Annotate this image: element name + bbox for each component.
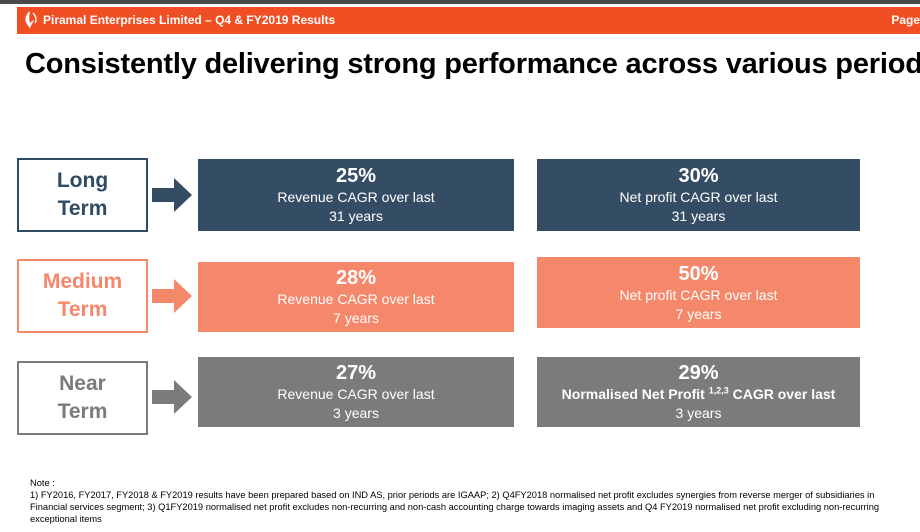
near-term-profit-desc-suffix: CAGR over last xyxy=(732,386,836,402)
long-term-revenue-box: 25% Revenue CAGR over last 31 years xyxy=(198,159,514,231)
top-border-line xyxy=(0,0,920,4)
near-term-revenue-desc: Revenue CAGR over last xyxy=(277,386,435,402)
label-medium-term-line2: Term xyxy=(57,298,108,321)
near-term-profit-period: 3 years xyxy=(675,405,722,421)
footnote-text: 1) FY2016, FY2017, FY2018 & FY2019 resul… xyxy=(30,490,880,524)
medium-term-revenue-desc: Revenue CAGR over last xyxy=(277,291,435,307)
piramal-logo-icon xyxy=(25,11,37,29)
label-long-term-line1: Long xyxy=(56,169,109,192)
near-term-profit-desc: Normalised Net Profit 1,2,3 CAGR over la… xyxy=(562,385,836,404)
label-medium-term: Medium Term xyxy=(17,259,148,333)
near-term-revenue-value: 27% xyxy=(335,362,377,384)
medium-term-revenue-value: 28% xyxy=(335,267,377,289)
medium-term-profit-box: 50% Net profit CAGR over last 7 years xyxy=(537,257,860,328)
footnote-reference: 1,2,3 xyxy=(708,385,729,396)
header-page-label: Page xyxy=(891,13,920,27)
near-term-revenue-box: 27% Revenue CAGR over last 3 years xyxy=(198,357,514,427)
arrow-right-icon xyxy=(152,380,192,414)
near-term-profit-value: 29% xyxy=(678,362,719,384)
footnote-heading: Note : xyxy=(30,478,55,488)
header-title: Piramal Enterprises Limited – Q4 & FY201… xyxy=(43,13,336,27)
long-term-profit-box: 30% Net profit CAGR over last 31 years xyxy=(537,159,860,231)
long-term-profit-desc: Net profit CAGR over last xyxy=(619,189,778,205)
long-term-profit-value: 30% xyxy=(678,165,719,187)
near-term-revenue-period: 3 years xyxy=(333,405,379,421)
footnote: Note : 1) FY2016, FY2017, FY2018 & FY201… xyxy=(30,477,910,525)
near-term-profit-box: 29% Normalised Net Profit 1,2,3 CAGR ove… xyxy=(537,357,860,427)
medium-term-profit-desc: Net profit CAGR over last xyxy=(619,286,778,303)
header-bar: Piramal Enterprises Limited – Q4 & FY201… xyxy=(17,7,920,34)
near-term-profit-desc-prefix: Normalised Net Profit xyxy=(561,386,705,402)
label-long-term-line2: Term xyxy=(57,197,108,220)
medium-term-revenue-box: 28% Revenue CAGR over last 7 years xyxy=(198,262,514,332)
label-near-term-line2: Term xyxy=(57,400,108,423)
long-term-revenue-period: 31 years xyxy=(329,208,383,224)
medium-term-profit-period: 7 years xyxy=(675,305,722,322)
page-title: Consistently delivering strong performan… xyxy=(25,48,920,80)
label-near-term-line1: Near xyxy=(59,372,106,395)
long-term-profit-period: 31 years xyxy=(671,208,726,224)
long-term-revenue-value: 25% xyxy=(335,165,377,187)
medium-term-profit-value: 50% xyxy=(678,262,719,285)
arrow-right-icon xyxy=(152,178,192,212)
label-near-term: Near Term xyxy=(17,361,148,435)
label-long-term: Long Term xyxy=(17,158,148,232)
label-medium-term-line1: Medium xyxy=(42,270,123,293)
medium-term-revenue-period: 7 years xyxy=(333,310,379,326)
long-term-revenue-desc: Revenue CAGR over last xyxy=(277,189,435,205)
arrow-right-icon xyxy=(152,279,192,313)
